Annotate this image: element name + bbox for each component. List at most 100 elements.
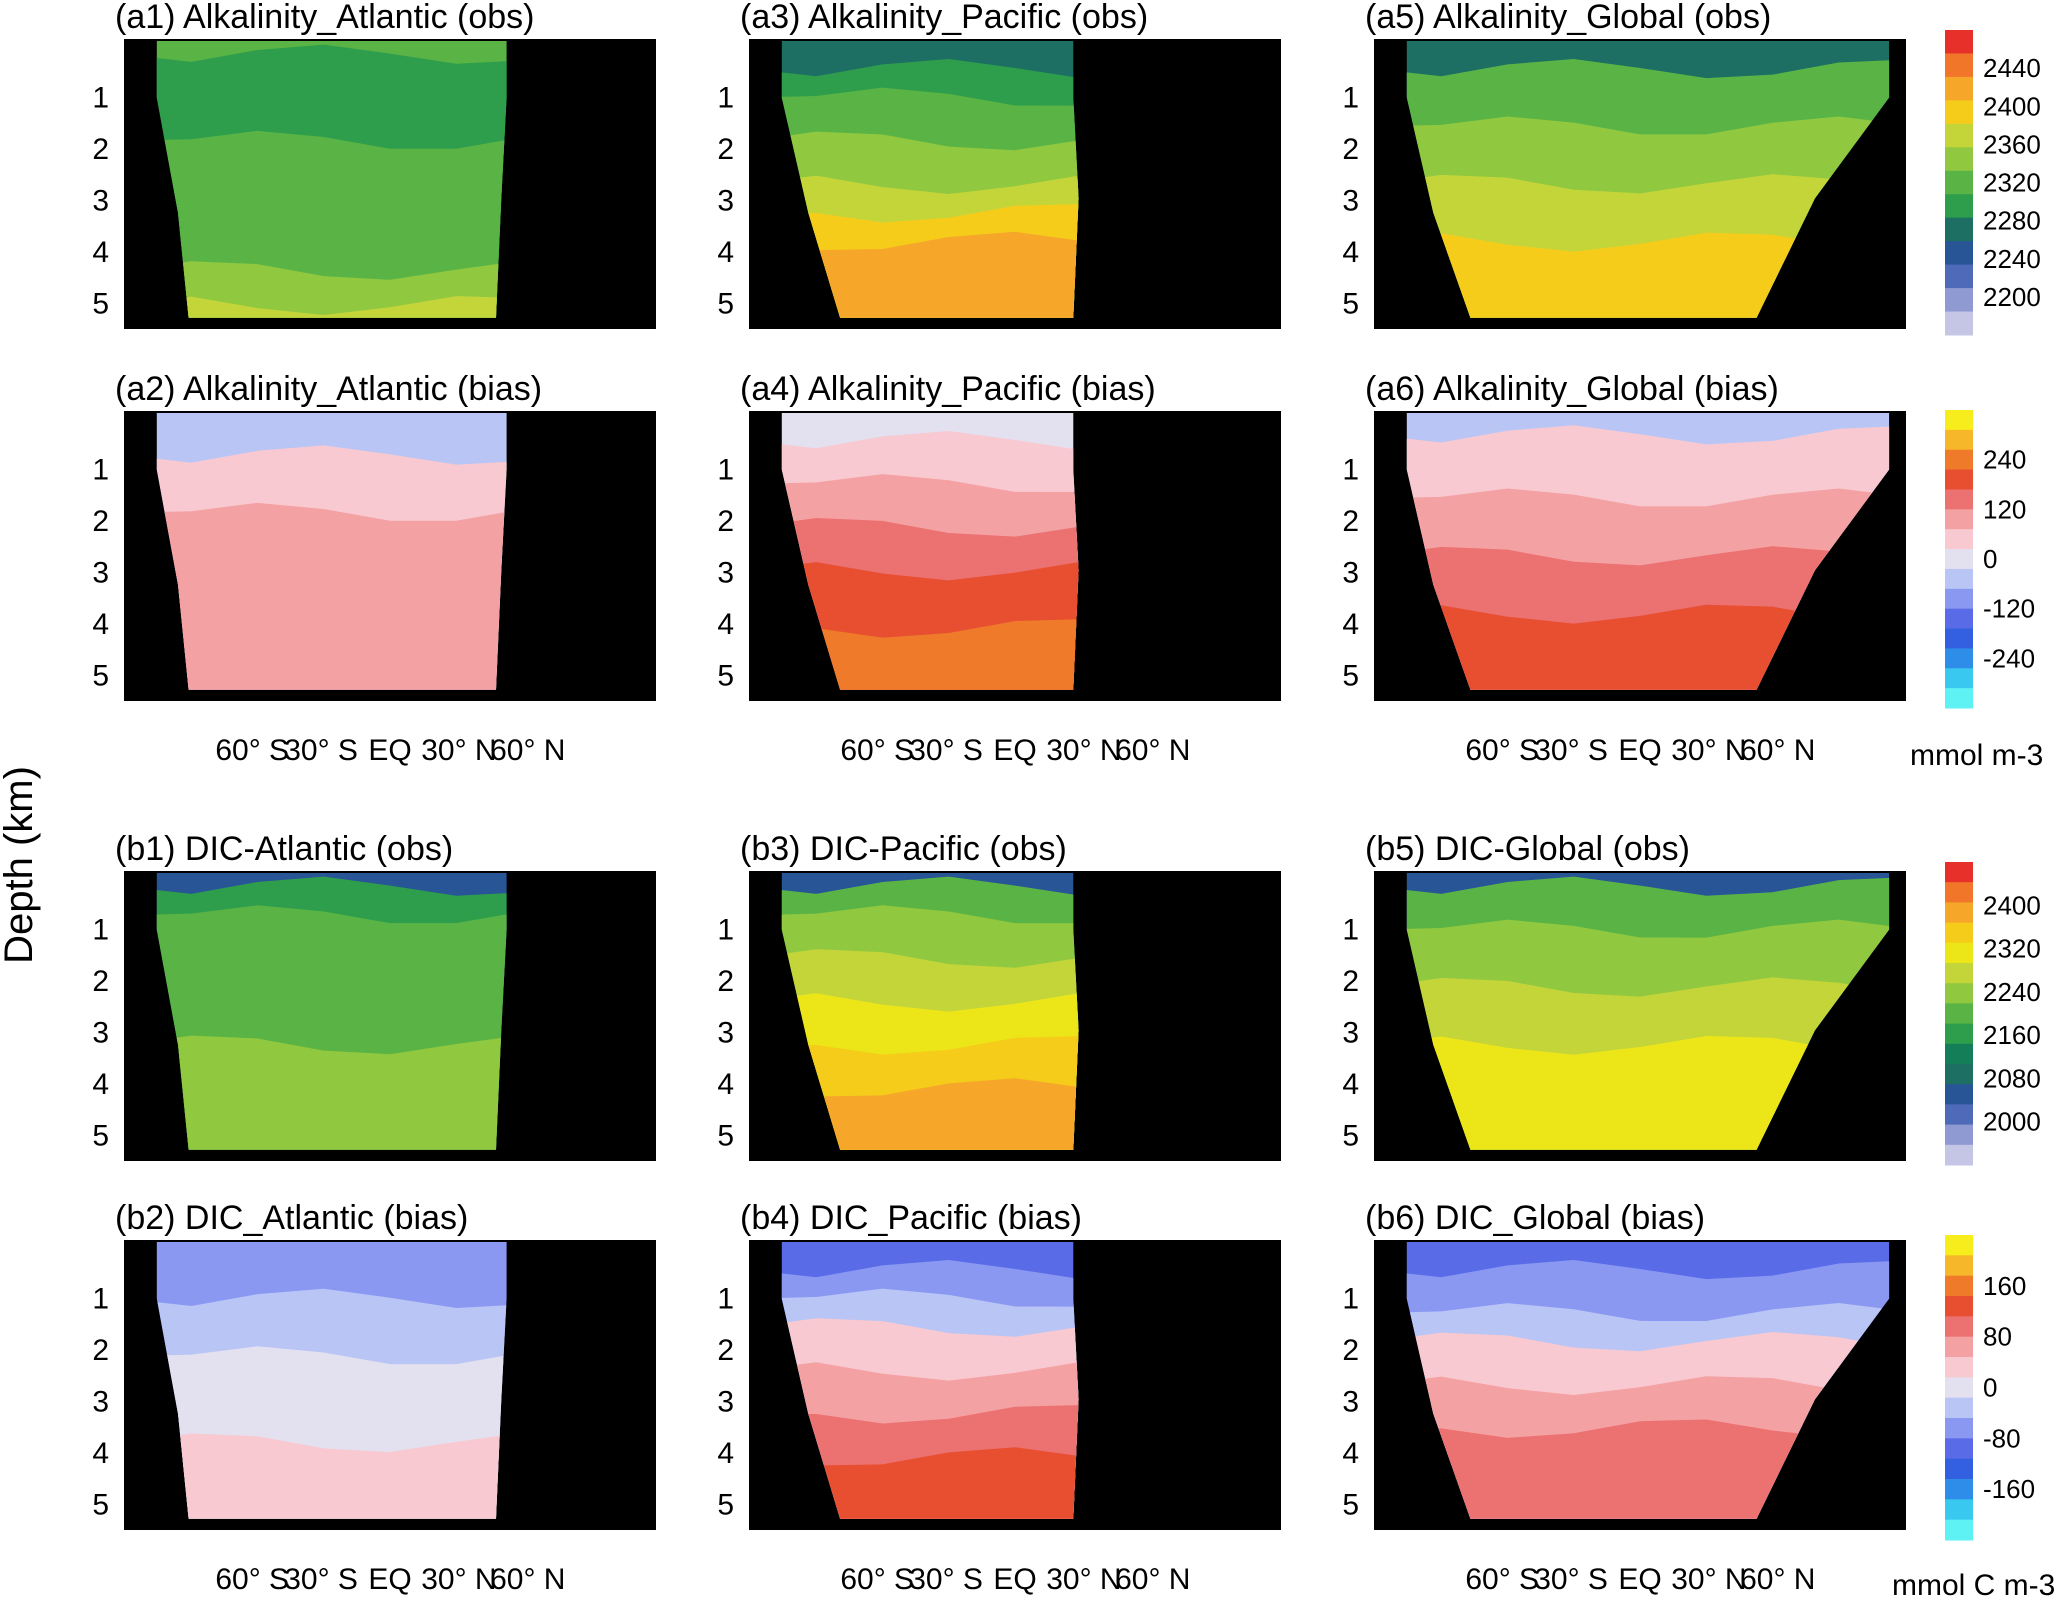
depth-tick-label: 5 xyxy=(1342,287,1359,320)
colorbars-group: 2440 2400 2360 2320 2280 2240 2200 240 120 0 -120 -… xyxy=(1892,30,2055,1602)
colorbar-swatch xyxy=(1945,1104,1973,1126)
colorbar-swatch xyxy=(1945,1144,1973,1166)
field-layers xyxy=(156,40,507,318)
depth-tick-label: 2 xyxy=(1342,133,1359,166)
lat-tick-label: 30° N xyxy=(1046,1563,1121,1596)
lat-tick-label: 60° N xyxy=(1740,734,1815,767)
panel-b1: (b1) DIC-Atlantic (obs) 1 2 3 4 5 xyxy=(92,830,656,1161)
depth-tick-label: 3 xyxy=(717,184,734,217)
colorbar-swatch xyxy=(1945,963,1973,984)
panel-b6: (b6) DIC_Global (bias) 1 2 3 4 5 60° S30° S EQ 3… xyxy=(1342,1199,1906,1596)
field-layers xyxy=(156,412,507,690)
panels-group: (a1) Alkalinity_Atlantic (obs)12345(a3) … xyxy=(92,0,1906,1596)
colorbar-swatch xyxy=(1945,1316,1973,1338)
colorbar-swatch xyxy=(1945,241,1973,266)
depth-tick-label: 4 xyxy=(92,608,109,641)
depth-tick-label: 5 xyxy=(92,287,109,320)
panel-title: (a3) Alkalinity_Pacific (obs) xyxy=(740,0,1148,36)
colorbar-tick-label: 2160 xyxy=(1983,1020,2041,1050)
depth-tick-label: 1 xyxy=(717,1282,734,1315)
lat-tick-label: 30° N xyxy=(1046,734,1121,767)
colorbar-swatch xyxy=(1945,53,1973,78)
colorbar-tick-label: 0 xyxy=(1983,1373,1997,1403)
colorbar-swatch xyxy=(1945,568,1973,590)
colorbar-tick-label: 2400 xyxy=(1983,91,2041,121)
colorbar-tick-label: 2000 xyxy=(1983,1107,2041,1137)
colorbar-swatch xyxy=(1945,123,1973,148)
colorbar-swatch xyxy=(1945,1377,1973,1399)
lat-tick-label: EQ xyxy=(993,1563,1036,1596)
depth-tick-label: 3 xyxy=(1342,184,1359,217)
lat-tick-label: 60° N xyxy=(1115,734,1190,767)
colorbar-swatch xyxy=(1945,100,1973,125)
colorbar-swatch xyxy=(1945,509,1973,530)
colorbar-swatch xyxy=(1945,882,1973,903)
field-layer xyxy=(781,619,1079,690)
panel-b2: (b2) DIC_Atlantic (bias) 1 2 3 4 5 60° S30° S E… xyxy=(92,1199,656,1596)
colorbar-swatch xyxy=(1945,147,1973,172)
depth-tick-label: 4 xyxy=(1342,1068,1359,1101)
depth-tick-label: 1 xyxy=(92,81,109,114)
panel-title: (b1) DIC-Atlantic (obs) xyxy=(115,830,453,868)
field-layers xyxy=(1406,872,1890,1150)
colorbar-swatch xyxy=(1945,489,1973,510)
field-layers xyxy=(156,1241,507,1519)
field-layer xyxy=(781,1078,1079,1150)
lat-tick-label: 30° S xyxy=(909,1563,983,1596)
colorbar-swatch xyxy=(1945,30,1973,54)
depth-tick-label: 5 xyxy=(1342,1119,1359,1152)
depth-tick-label: 4 xyxy=(717,608,734,641)
panel-title: (b4) DIC_Pacific (bias) xyxy=(740,1199,1082,1237)
depth-tick-label: 1 xyxy=(92,913,109,946)
lat-tick-label: 60° S xyxy=(840,734,914,767)
depth-tick-label: 2 xyxy=(717,133,734,166)
colorbar-swatch xyxy=(1945,194,1973,219)
panel-b4: (b4) DIC_Pacific (bias) 1 2 3 4 5 60° S30° S EQ… xyxy=(717,1199,1281,1596)
lat-tick-label: 60° N xyxy=(490,1563,565,1596)
field-layers xyxy=(781,40,1079,318)
colorbar-swatch xyxy=(1945,922,1973,944)
colorbar-swatch xyxy=(1945,1418,1973,1439)
colorbar-swatch xyxy=(1945,311,1973,336)
depth-tick-label: 3 xyxy=(92,1016,109,1049)
colorbar-tick-label: 2080 xyxy=(1983,1063,2041,1093)
colorbar-swatch xyxy=(1945,170,1973,195)
panel-b5: (b5) DIC-Global (obs) 1 2 3 4 5 xyxy=(1342,830,1906,1161)
colorbar-dic_obs: 2400 2320 2240 2160 2080 2000 xyxy=(1945,862,2041,1166)
lat-tick-label: EQ xyxy=(368,734,411,767)
colorbar-swatch xyxy=(1945,1064,1973,1085)
panel-title: (b6) DIC_Global (bias) xyxy=(1365,1199,1705,1237)
lat-tick-label: 60° N xyxy=(490,734,565,767)
colorbar-tick-label: 2440 xyxy=(1983,53,2041,83)
colorbar-tick-label: 2240 xyxy=(1983,244,2041,274)
depth-tick-label: 3 xyxy=(1342,1016,1359,1049)
colorbar-swatch xyxy=(1945,1235,1973,1256)
lat-tick-label: 30° S xyxy=(284,1563,358,1596)
colorbar-tick-label: 2200 xyxy=(1983,282,2041,312)
depth-tick-label: 3 xyxy=(717,1385,734,1418)
field-layers xyxy=(156,872,507,1150)
depth-tick-label: 4 xyxy=(1342,608,1359,641)
depth-tick-label: 2 xyxy=(92,1334,109,1367)
depth-tick-label: 4 xyxy=(1342,1437,1359,1470)
colorbar-tick-label: 160 xyxy=(1983,1271,2026,1301)
depth-tick-label: 3 xyxy=(717,556,734,589)
lat-tick-label: 60° S xyxy=(215,734,289,767)
colorbar-swatch xyxy=(1945,648,1973,669)
depth-tick-label: 3 xyxy=(92,556,109,589)
depth-tick-label: 5 xyxy=(717,287,734,320)
colorbar-alk_obs: 2440 2400 2360 2320 2280 2240 2200 xyxy=(1945,30,2041,336)
depth-tick-label: 1 xyxy=(717,913,734,946)
depth-tick-label: 2 xyxy=(717,965,734,998)
colorbar-swatch xyxy=(1945,1519,1973,1541)
panel-a3: (a3) Alkalinity_Pacific (obs) 1 2 3 4 5 xyxy=(717,0,1281,329)
colorbar-swatch xyxy=(1945,983,1973,1004)
colorbar-swatch xyxy=(1945,1458,1973,1480)
panel-a4: (a4) Alkalinity_Pacific (bias) 1 2 3 4 5 60° S… xyxy=(717,370,1281,767)
depth-tick-label: 5 xyxy=(92,1488,109,1521)
depth-tick-label: 1 xyxy=(1342,81,1359,114)
depth-tick-label: 5 xyxy=(1342,659,1359,692)
colorbar-tick-label: -160 xyxy=(1983,1474,2035,1504)
lat-tick-label: EQ xyxy=(368,1563,411,1596)
